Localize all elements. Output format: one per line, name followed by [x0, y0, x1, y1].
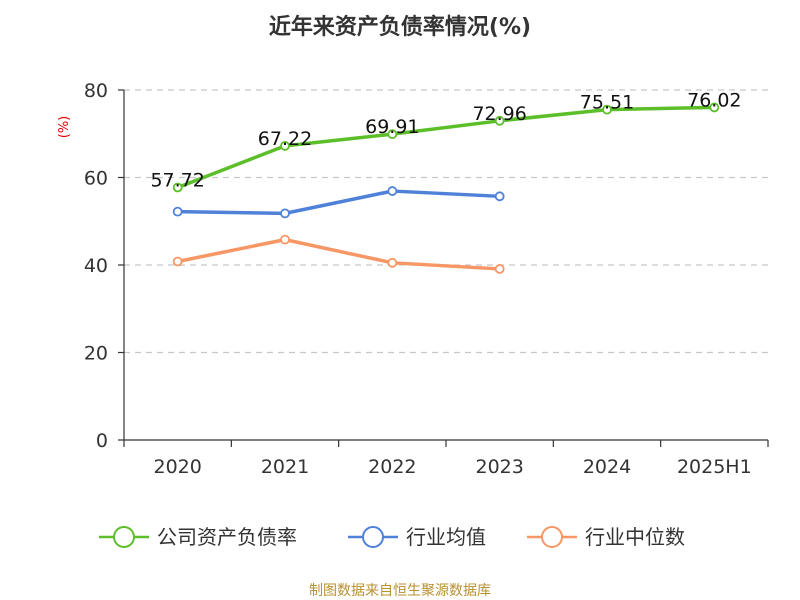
legend-item-3[interactable]: 行业中位数 [527, 525, 685, 549]
legend-marker [362, 526, 384, 548]
legend[interactable]: 公司资产负债率 行业均值 行业中位数 [99, 525, 685, 549]
data-point [494, 191, 505, 202]
x-tick-label: 2023 [475, 456, 523, 478]
legend-label: 行业均值 [406, 525, 486, 549]
legend-item-2[interactable]: 行业均值 [348, 525, 486, 549]
data-point [280, 234, 290, 245]
data-label: 69.91 [365, 116, 419, 138]
series-1: 57.72 67.22 69.91 72.96 75.51 76.02 [150, 89, 742, 193]
data-point [172, 182, 183, 193]
legend-label: 行业中位数 [585, 525, 685, 549]
chart-title: 近年来资产负债率情况(%) [269, 14, 531, 40]
data-point [602, 104, 612, 115]
series-line [175, 189, 502, 216]
data-label: 75.51 [580, 92, 634, 114]
data-point [280, 208, 290, 219]
series-group: 57.72 67.22 69.91 72.96 75.51 76.02 [150, 89, 742, 274]
legend-marker [113, 526, 135, 548]
legend-item-1[interactable]: 公司资产负债率 [99, 525, 297, 549]
data-point [494, 115, 505, 126]
data-point [709, 102, 720, 113]
grid-lines [124, 89, 768, 354]
x-tick-label: 2025H1 [677, 456, 752, 478]
series-line [175, 237, 502, 271]
x-tick-label: 2020 [153, 456, 201, 478]
series-line [175, 105, 717, 190]
legend-marker [541, 526, 563, 548]
legend-label: 公司资产负债率 [157, 525, 297, 549]
x-tick-label: 2024 [583, 456, 631, 478]
data-point [494, 264, 505, 274]
axes: 0 20 40 60 80 2020 2021 2022 2023 2024 2025H1 [84, 80, 769, 478]
data-label: 57.72 [150, 169, 204, 191]
y-axis-label: (%) [57, 116, 72, 139]
data-label: 67.22 [258, 128, 312, 150]
data-point [387, 186, 398, 196]
data-point [280, 141, 290, 151]
x-tick-label: 2021 [261, 456, 309, 478]
y-tick-label: 0 [96, 430, 108, 452]
y-tick-label: 40 [84, 255, 108, 277]
data-label: 76.02 [687, 89, 741, 111]
data-label: 72.96 [472, 103, 526, 125]
series-3 [172, 234, 505, 274]
y-tick-label: 20 [84, 343, 108, 365]
series-2 [172, 186, 505, 219]
data-point [172, 206, 183, 217]
x-tick-label: 2022 [368, 456, 416, 478]
data-point [172, 256, 183, 267]
data-point [387, 257, 398, 268]
data-point [387, 129, 398, 140]
y-tick-label: 80 [84, 80, 108, 102]
y-tick-label: 60 [84, 168, 108, 190]
source-note: 制图数据来自恒生聚源数据库 [309, 583, 491, 599]
